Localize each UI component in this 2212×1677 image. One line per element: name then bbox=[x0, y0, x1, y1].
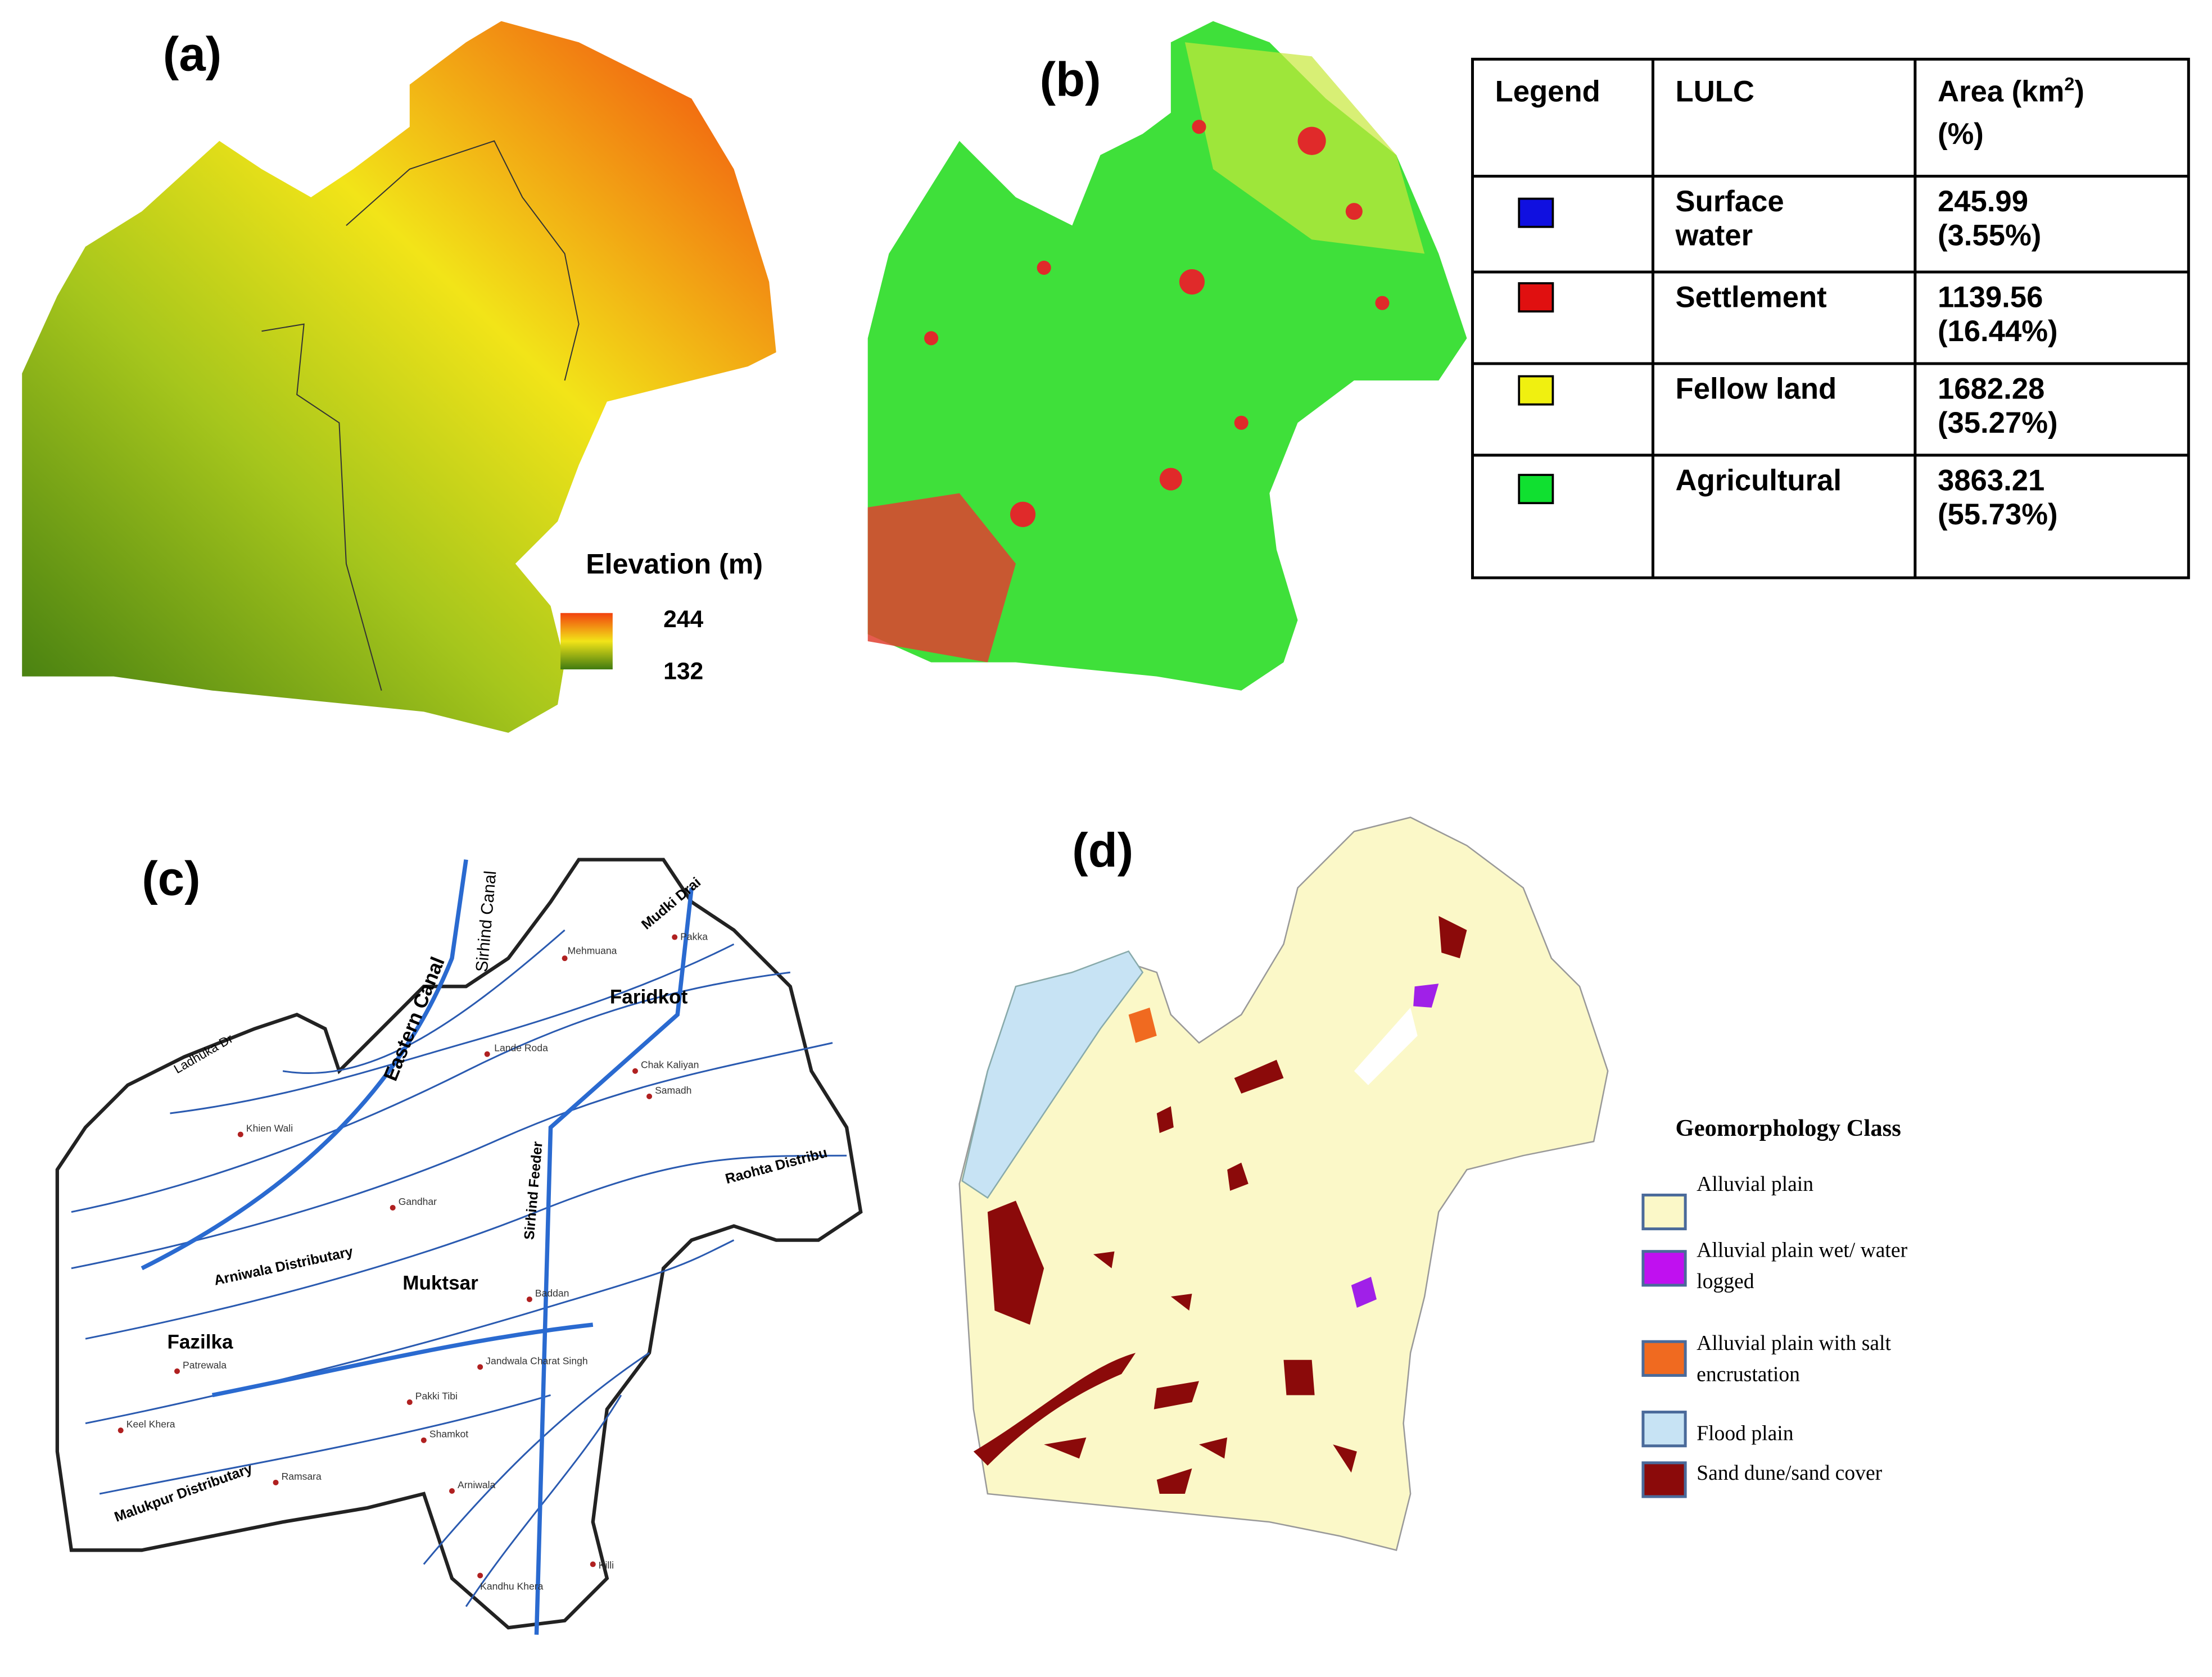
area-percent: (3.55%) bbox=[1938, 219, 2041, 252]
town-markers bbox=[117, 934, 678, 1579]
legend-entry: Flood plain bbox=[1697, 1422, 1794, 1445]
gap bbox=[1354, 1007, 1418, 1085]
town-label: Mehmuana bbox=[568, 945, 617, 957]
town-label: Pakki Tibi bbox=[415, 1390, 458, 1402]
lulc-class: Settlement bbox=[1676, 281, 1827, 314]
legend-entry: Alluvial plain with salt bbox=[1697, 1331, 1891, 1355]
district-label: Fazilka bbox=[167, 1331, 233, 1353]
canal-label: Sirhind Canal bbox=[473, 870, 500, 973]
district-label: Muktsar bbox=[402, 1272, 478, 1294]
panel-label: (a) bbox=[163, 28, 221, 81]
table-header: Legend bbox=[1495, 75, 1600, 108]
town-label: Baddan bbox=[535, 1288, 569, 1299]
geomorphology-map bbox=[958, 817, 1609, 1551]
town-label: Ramsara bbox=[282, 1471, 322, 1482]
town-label: Patrewala bbox=[183, 1359, 227, 1371]
legend-entry: Sand dune/sand cover bbox=[1697, 1461, 1883, 1485]
lulc-class: Fellow land bbox=[1676, 373, 1837, 406]
lulc-table bbox=[1471, 57, 2190, 579]
panel-label: (b) bbox=[1040, 53, 1101, 107]
lulc-class: Surface bbox=[1676, 185, 1784, 218]
town-label: Khien Wali bbox=[246, 1123, 293, 1134]
area-value: 245.99 bbox=[1938, 185, 2028, 218]
elevation-ramp bbox=[560, 613, 613, 670]
legend-entry: Alluvial plain bbox=[1697, 1172, 1813, 1196]
table-header: LULC bbox=[1676, 75, 1754, 108]
legend-entry: logged bbox=[1697, 1270, 1754, 1293]
town-label: Shamkot bbox=[429, 1429, 468, 1440]
town-label: Kandhu Khera bbox=[480, 1581, 543, 1592]
lulc-class: water bbox=[1675, 219, 1753, 252]
legend-title: Elevation (m) bbox=[586, 549, 763, 580]
town-label: Pakka bbox=[680, 931, 708, 942]
district-label: Faridkot bbox=[610, 986, 688, 1008]
panel-label: (c) bbox=[142, 852, 200, 905]
district-boundary bbox=[261, 140, 580, 691]
elevation-map bbox=[22, 21, 776, 733]
area-value: 1682.28 bbox=[1938, 373, 2044, 406]
town-label: Jandwala Charat Singh bbox=[486, 1355, 587, 1366]
area-value: 1139.56 bbox=[1938, 281, 2043, 314]
legend-min: 132 bbox=[663, 658, 703, 685]
panel-label: (d) bbox=[1072, 824, 1133, 877]
area-percent: (16.44%) bbox=[1938, 315, 2058, 348]
legend-swatches bbox=[1518, 197, 1554, 505]
sand-dunes bbox=[973, 915, 1467, 1494]
legend-title: Geomorphology Class bbox=[1676, 1115, 1901, 1141]
area-percent: (55.73%) bbox=[1938, 498, 2058, 531]
table-header: (%) bbox=[1938, 117, 1984, 151]
legend-entry: encrustation bbox=[1697, 1362, 1800, 1386]
settlement-area bbox=[867, 493, 1016, 663]
town-label: Arniwala bbox=[458, 1479, 496, 1490]
town-label: Lande Roda bbox=[494, 1043, 548, 1054]
lulc-class: Agricultural bbox=[1676, 464, 1842, 497]
canals bbox=[141, 859, 694, 1635]
flood-plain bbox=[961, 950, 1144, 1199]
waterlogged bbox=[1351, 983, 1439, 1308]
town-label: Gandhar bbox=[399, 1196, 437, 1207]
town-label: Killi bbox=[599, 1560, 614, 1571]
area-value: 3863.21 bbox=[1938, 464, 2044, 497]
canal-map bbox=[55, 858, 863, 1630]
table-header: Area (km2) bbox=[1938, 73, 2084, 108]
legend-max: 244 bbox=[663, 606, 703, 633]
legend-entry: Alluvial plain wet/ water bbox=[1697, 1239, 1907, 1262]
area-percent: (35.27%) bbox=[1938, 406, 2058, 439]
town-label: Chak Kaliyan bbox=[641, 1059, 699, 1071]
geo-swatches bbox=[1641, 1193, 1687, 1498]
town-label: Samadh bbox=[655, 1085, 691, 1096]
town-label: Keel Khera bbox=[126, 1418, 175, 1430]
settlements bbox=[924, 120, 1390, 527]
salt-encrustation bbox=[1128, 1007, 1157, 1043]
